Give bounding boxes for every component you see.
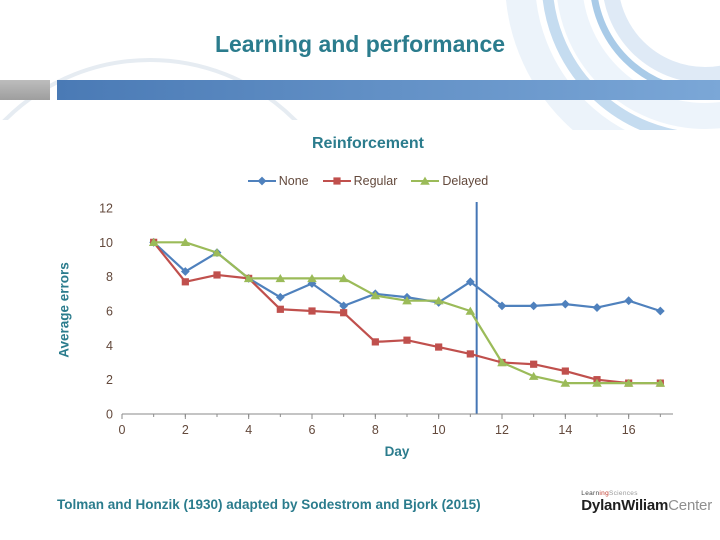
logo-top-line: LearningSciences: [581, 490, 712, 498]
y-tick-label: 6: [106, 305, 113, 319]
x-tick-label: 14: [558, 423, 572, 437]
y-tick-label: 0: [106, 408, 113, 422]
reinforcement-chart: 0 2 4 6 8 10 12 14 16 0 2 4 6 8 10 12: [99, 202, 673, 437]
corner-arcs-decoration: [506, 0, 720, 130]
logo-learn: Learn: [581, 490, 600, 497]
y-tick-label: 4: [106, 339, 113, 353]
y-tick-label: 2: [106, 373, 113, 387]
x-axis-label: Day: [384, 444, 410, 459]
x-tick-label: 10: [432, 423, 446, 437]
square-marker-icon: [322, 177, 351, 185]
x-tick-label: 4: [245, 423, 252, 437]
logo-ing: ing: [599, 490, 609, 497]
triangle-marker-icon: [411, 176, 440, 185]
chart-title: Reinforcement: [311, 135, 425, 152]
dylan-wiliam-center-logo: LearningSciences DylanWiliamCenter: [581, 490, 712, 514]
legend-item-none: None: [247, 174, 309, 188]
y-tick-label: 12: [99, 202, 113, 216]
logo-center: Center: [668, 496, 712, 514]
legend-item-delayed: Delayed: [411, 174, 488, 188]
y-axis-label: Average errors: [56, 262, 72, 358]
y-tick-label: 10: [99, 236, 113, 250]
logo-wiliam: Wiliam: [621, 496, 669, 514]
logo-dylan: Dylan: [581, 496, 622, 514]
logo-main-line: DylanWiliamCenter: [581, 496, 712, 514]
x-tick-label: 8: [372, 423, 379, 437]
legend-label: Regular: [353, 174, 398, 188]
legend-label: None: [278, 174, 309, 188]
y-tick-label: 8: [106, 270, 113, 284]
corner-swirl-left-decoration: [2, 58, 298, 120]
logo-sciences: Sciences: [609, 490, 638, 497]
header-accent-bar-gray: [0, 80, 50, 100]
legend-item-regular: Regular: [322, 174, 398, 188]
chart-legend: None Regular Delayed: [88, 174, 648, 188]
legend-label: Delayed: [442, 174, 489, 188]
x-tick-label: 6: [309, 423, 316, 437]
slide-title: Learning and performance: [214, 31, 506, 57]
series-delayed: [148, 237, 666, 387]
x-tick-label: 0: [119, 423, 126, 437]
header-accent-bar-blue: [57, 80, 720, 100]
x-tick-label: 12: [495, 423, 509, 437]
x-tick-label: 16: [622, 423, 636, 437]
x-tick-label: 2: [182, 423, 189, 437]
source-caption: Tolman and Honzik (1930) adapted by Sode…: [57, 497, 481, 512]
diamond-marker-icon: [247, 176, 276, 186]
